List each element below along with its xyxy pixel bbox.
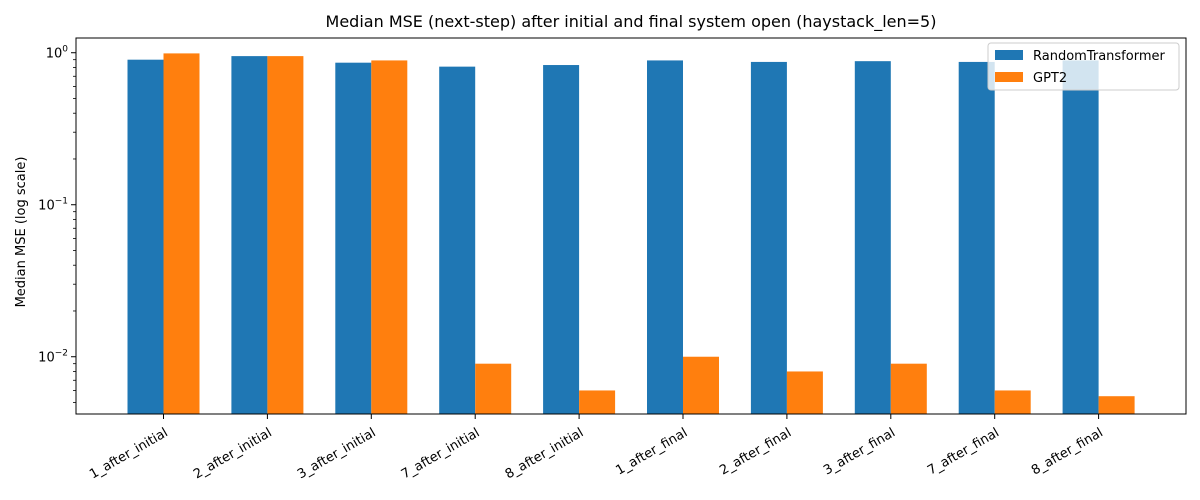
bar-gpt2-7_after_final (994, 390, 1031, 414)
x-tick-label: 1_after_final (613, 425, 690, 478)
x-tick-label: 2_after_final (717, 425, 794, 478)
plot-frame (75, 37, 1187, 415)
bar-randomtransformer-8_after_initial (543, 65, 580, 415)
bar-gpt2-3_after_final (890, 363, 927, 414)
legend-label-randomtransformer: RandomTransformer (1033, 49, 1165, 64)
bar-randomtransformer-3_after_initial (335, 62, 372, 414)
bar-randomtransformer-2_after_initial (231, 56, 268, 414)
bar-gpt2-8_after_final (1098, 396, 1135, 414)
bar-randomtransformer-1_after_initial (127, 59, 164, 414)
bar-randomtransformer-1_after_final (647, 60, 683, 415)
y-tick-label: 10−2 (38, 349, 68, 366)
x-tick-label: 7_after_initial (399, 425, 483, 482)
x-tick-label: 1_after_initial (87, 425, 171, 482)
x-tick-label: 8_after_initial (503, 425, 587, 482)
y-axis-label: Median MSE (log scale) (14, 157, 29, 308)
legend: RandomTransformer GPT2 (987, 42, 1180, 91)
bar-gpt2-8_after_initial (579, 390, 616, 414)
legend-swatch-gpt2 (995, 72, 1023, 82)
bar-randomtransformer-7_after_initial (439, 66, 476, 414)
bar-gpt2-1_after_initial (163, 53, 200, 414)
bars-group (127, 53, 1135, 415)
bar-gpt2-3_after_initial (371, 60, 408, 415)
bar-randomtransformer-7_after_final (958, 61, 995, 415)
bar-gpt2-7_after_initial (475, 363, 512, 414)
x-tick-label: 8_after_final (1029, 425, 1106, 478)
bar-gpt2-2_after_initial (267, 56, 304, 414)
x-tick-label: 2_after_initial (191, 425, 275, 482)
chart-title: Median MSE (next-step) after initial and… (326, 12, 937, 32)
bar-gpt2-2_after_final (786, 371, 823, 414)
legend-box (987, 42, 1180, 91)
x-ticks: 1_after_initial 2_after_initial 3_after_in… (87, 414, 1106, 482)
legend-swatch-randomtransformer (995, 50, 1023, 60)
bar-randomtransformer-8_after_final (1062, 60, 1099, 415)
x-tick-label: 3_after_final (821, 425, 898, 478)
y-tick-label: 10−1 (38, 197, 68, 214)
bar-randomtransformer-2_after_final (750, 61, 787, 415)
x-tick-label: 7_after_final (925, 425, 1002, 478)
bar-randomtransformer-3_after_final (854, 61, 891, 414)
legend-label-gpt2: GPT2 (1033, 71, 1067, 86)
y-tick-label: 100 (46, 45, 69, 62)
x-tick-label: 3_after_initial (295, 425, 379, 482)
bar-gpt2-1_after_final (683, 356, 719, 414)
y-ticks: 100 10−1 10−2 (38, 45, 76, 403)
